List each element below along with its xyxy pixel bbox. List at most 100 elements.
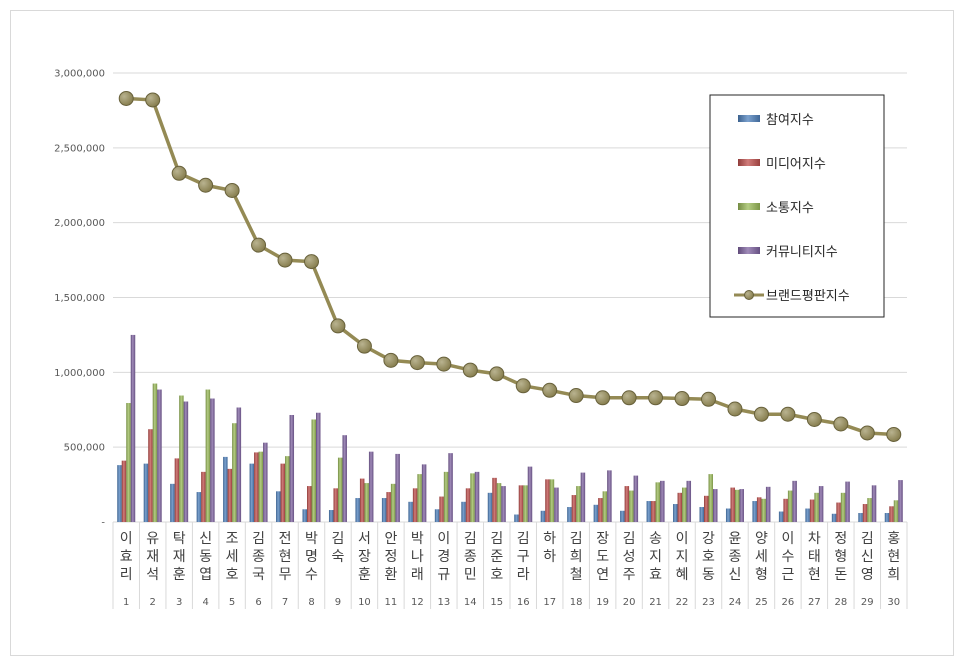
bar-커뮤니티지수 bbox=[765, 486, 771, 522]
bar-소통지수 bbox=[258, 451, 264, 522]
bar-미디어지수 bbox=[333, 488, 338, 522]
bar-미디어지수 bbox=[756, 497, 762, 522]
rank-label: 5 bbox=[229, 597, 235, 608]
legend-label: 브랜드평판지수 bbox=[766, 289, 850, 304]
bar-참여지수 bbox=[143, 463, 149, 522]
bar-소통지수 bbox=[734, 489, 740, 522]
rank-label: 4 bbox=[202, 597, 208, 608]
bar-미디어지수 bbox=[677, 492, 683, 522]
bar-참여지수 bbox=[646, 501, 652, 522]
bar-소통지수 bbox=[655, 482, 661, 522]
bar-소통지수 bbox=[840, 492, 846, 522]
bar-커뮤니티지수 bbox=[527, 466, 533, 522]
line-point bbox=[436, 356, 452, 372]
rank-label: 3 bbox=[176, 597, 182, 608]
legend-marker bbox=[744, 290, 754, 300]
bar-소통지수 bbox=[364, 483, 369, 522]
bar-커뮤니티지수 bbox=[368, 451, 374, 522]
bar-소통지수 bbox=[285, 456, 290, 522]
y-tick-label: - bbox=[101, 518, 105, 529]
bar-참여지수 bbox=[117, 465, 122, 522]
line-point bbox=[409, 355, 425, 371]
bar-소통지수 bbox=[152, 383, 158, 522]
bar-커뮤니티지수 bbox=[342, 435, 347, 522]
rank-label: 8 bbox=[308, 597, 314, 608]
bar-참여지수 bbox=[752, 501, 757, 522]
bar-미디어지수 bbox=[148, 429, 153, 522]
bar-미디어지수 bbox=[809, 499, 815, 522]
line-point bbox=[515, 378, 531, 394]
bar-소통지수 bbox=[523, 485, 528, 522]
bar-소통지수 bbox=[629, 490, 634, 522]
legend-swatch bbox=[738, 247, 760, 254]
y-tick-label: 1,500,000 bbox=[54, 293, 105, 304]
legend-label: 미디어지수 bbox=[766, 157, 826, 172]
legend-swatch bbox=[738, 203, 760, 210]
line-point bbox=[648, 390, 664, 406]
bar-참여지수 bbox=[408, 501, 413, 522]
line-point bbox=[701, 391, 716, 407]
bar-소통지수 bbox=[337, 457, 343, 522]
bar-소통지수 bbox=[549, 479, 555, 522]
line-point bbox=[462, 362, 478, 378]
bar-참여지수 bbox=[223, 456, 228, 522]
rank-label: 2 bbox=[150, 597, 156, 608]
bar-미디어지수 bbox=[412, 488, 418, 522]
bar-소통지수 bbox=[443, 471, 449, 522]
bar-참여지수 bbox=[434, 509, 440, 522]
line-point bbox=[833, 416, 849, 432]
bar-참여지수 bbox=[196, 492, 202, 522]
bar-커뮤니티지수 bbox=[263, 442, 268, 522]
bar-참여지수 bbox=[831, 513, 837, 522]
bar-미디어지수 bbox=[571, 495, 577, 522]
bar-커뮤니티지수 bbox=[421, 464, 427, 522]
bar-미디어지수 bbox=[598, 498, 603, 522]
bar-미디어지수 bbox=[492, 477, 497, 522]
line-point bbox=[171, 165, 187, 181]
bar-커뮤니티지수 bbox=[554, 487, 559, 522]
bar-미디어지수 bbox=[730, 487, 735, 522]
line-point bbox=[753, 406, 769, 422]
bar-참여지수 bbox=[805, 508, 810, 522]
rank-label: 26 bbox=[782, 597, 795, 608]
line-point bbox=[356, 338, 372, 354]
bar-미디어지수 bbox=[386, 492, 391, 522]
brand-reputation-chart: - 500,000 1,000,000 1,500,000 2,000,000 2,500… bbox=[54, 69, 908, 609]
bar-소통지수 bbox=[311, 419, 316, 522]
line-point bbox=[383, 352, 399, 368]
legend-label: 커뮤니티지수 bbox=[766, 245, 838, 260]
bar-소통지수 bbox=[232, 423, 237, 522]
bar-커뮤니티지수 bbox=[633, 475, 639, 522]
rank-label: 17 bbox=[543, 597, 556, 608]
y-tick-label: 3,000,000 bbox=[54, 69, 105, 80]
bar-커뮤니티지수 bbox=[157, 389, 162, 522]
chart-frame: - 500,000 1,000,000 1,500,000 2,000,000 2,500… bbox=[10, 10, 954, 656]
bar-미디어지수 bbox=[307, 486, 312, 522]
rank-label: 12 bbox=[411, 597, 424, 608]
line-point bbox=[489, 366, 505, 382]
bar-커뮤니티지수 bbox=[210, 398, 215, 522]
bar-커뮤니티지수 bbox=[739, 489, 744, 522]
bar-참여지수 bbox=[567, 507, 572, 522]
bar-소통지수 bbox=[867, 498, 872, 522]
line-point bbox=[595, 390, 611, 406]
bar-소통지수 bbox=[390, 483, 396, 522]
bar-커뮤니티지수 bbox=[686, 480, 692, 522]
rank-label: 30 bbox=[887, 597, 900, 608]
rank-label: 27 bbox=[808, 597, 821, 608]
bar-참여지수 bbox=[302, 509, 307, 522]
legend-swatch bbox=[738, 159, 760, 166]
